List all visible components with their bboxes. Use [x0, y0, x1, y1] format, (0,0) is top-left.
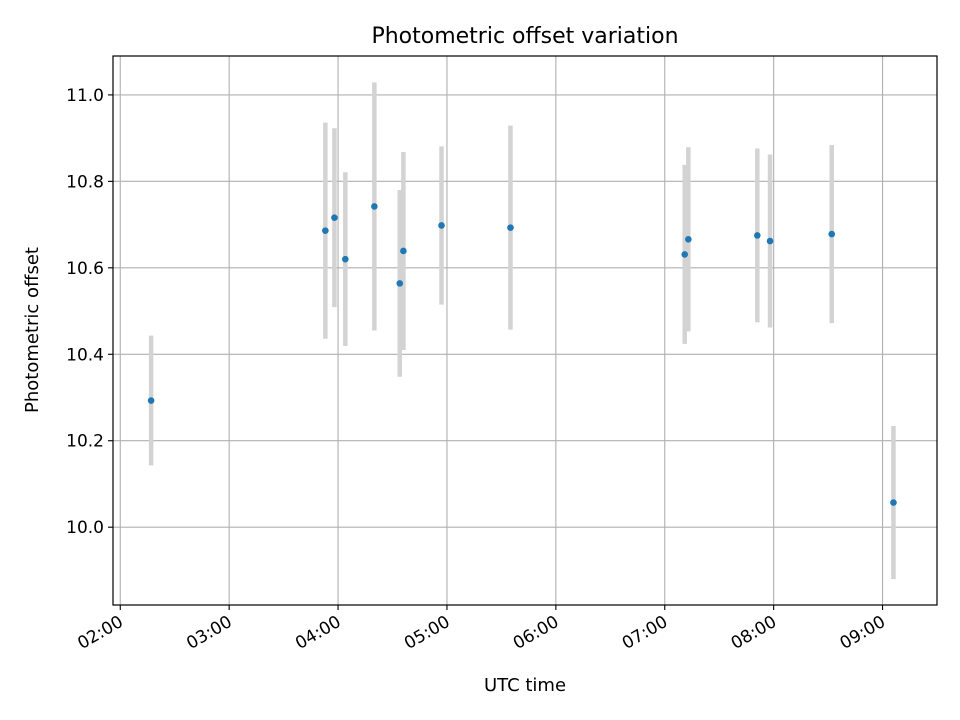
data-point — [507, 224, 514, 231]
plot-frame — [112, 55, 938, 606]
data-point — [322, 227, 329, 234]
data-point — [766, 237, 774, 245]
y-tick-label: 10.0 — [66, 518, 104, 538]
y-tick-label: 10.2 — [66, 432, 104, 452]
data-point — [400, 247, 407, 255]
y-tick-label: 10.6 — [66, 259, 104, 279]
data-point — [342, 255, 349, 263]
data-point — [754, 232, 761, 239]
y-tick-label: 10.4 — [66, 345, 104, 365]
y-tick-label: 10.8 — [66, 172, 104, 192]
data-point — [828, 230, 836, 238]
data-point — [371, 203, 378, 210]
chart-title: Photometric offset variation — [371, 24, 678, 49]
y-axis-ticks: 10.0 10.2 10.4 10.6 10.8 11.0 — [66, 86, 113, 538]
y-tick-label: 11.0 — [66, 86, 104, 106]
data-points — [147, 203, 897, 506]
grid-lines — [113, 56, 937, 605]
data-point — [438, 222, 445, 229]
data-point — [147, 397, 155, 404]
x-axis-label: UTC time — [484, 675, 566, 696]
data-point — [331, 214, 338, 221]
data-point — [685, 235, 692, 243]
data-point — [681, 251, 689, 258]
data-point — [396, 280, 404, 287]
data-point — [890, 499, 897, 506]
y-axis-label: Photometric offset — [22, 247, 43, 413]
